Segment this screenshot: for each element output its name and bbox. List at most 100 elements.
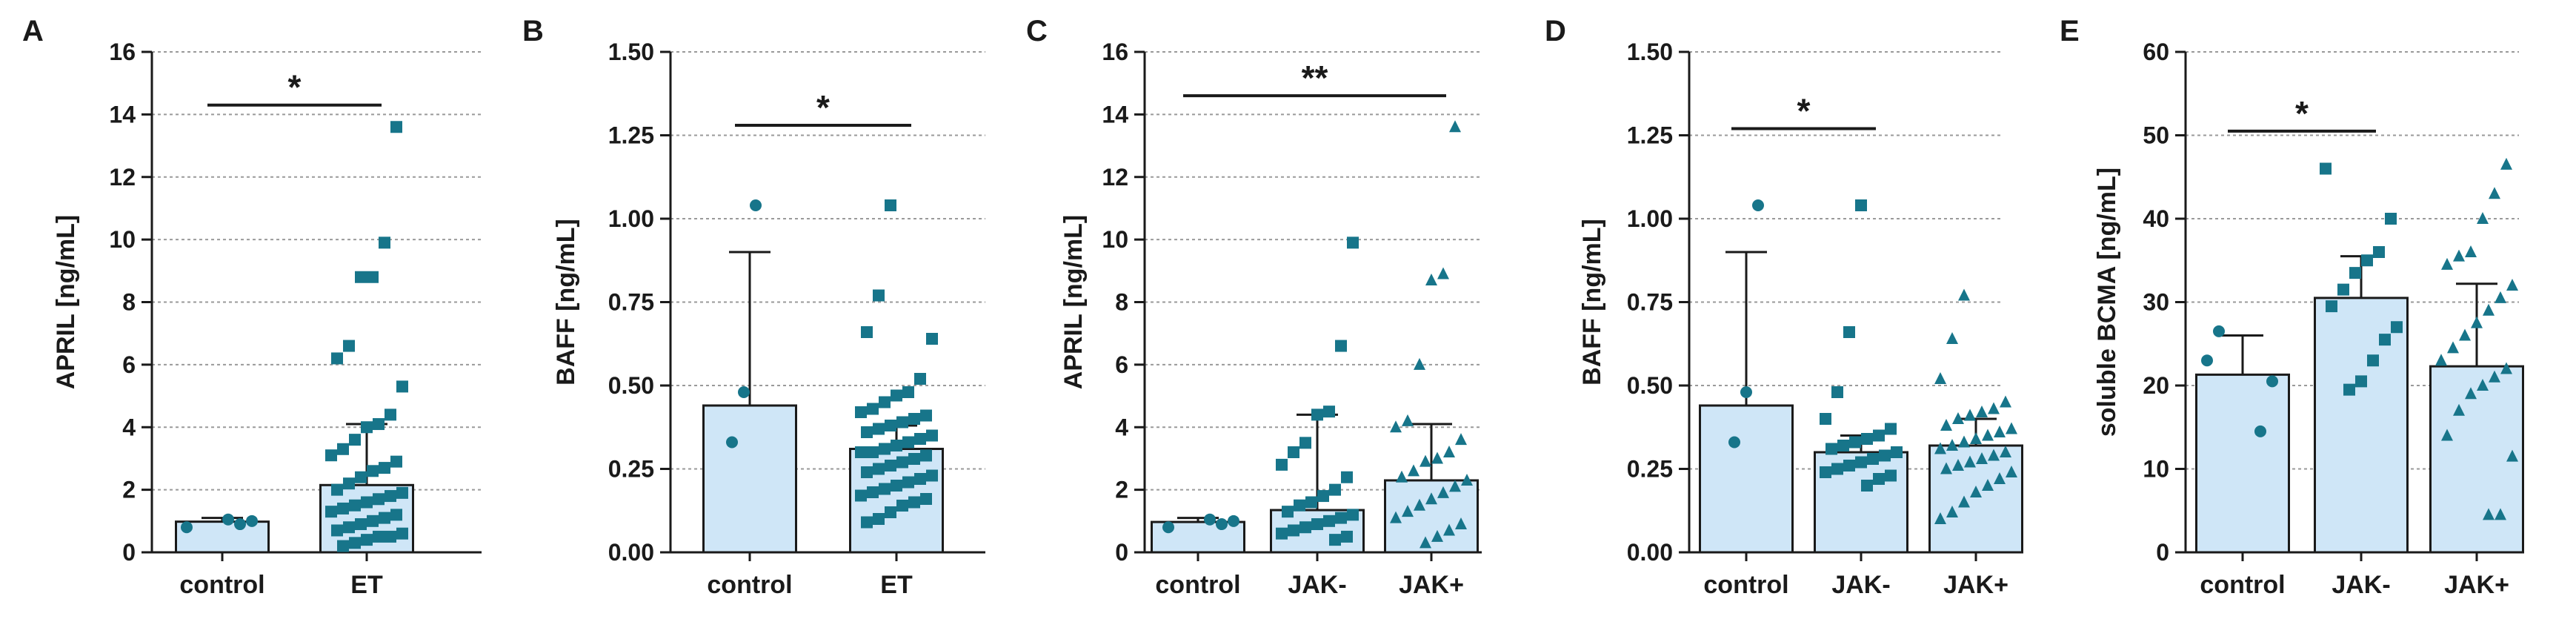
data-point bbox=[1934, 372, 1946, 384]
data-point bbox=[914, 473, 926, 485]
data-point bbox=[738, 386, 750, 398]
y-axis-label: BAFF [ng/mL] bbox=[552, 219, 580, 386]
data-point bbox=[361, 421, 373, 434]
y-tick-label: 10 bbox=[2143, 456, 2169, 483]
y-tick-label: 2 bbox=[122, 477, 136, 503]
significance-label: * bbox=[1797, 92, 1811, 130]
data-point bbox=[908, 453, 920, 465]
y-tick-label: 14 bbox=[109, 101, 136, 128]
y-tick-label: 1.50 bbox=[608, 39, 654, 65]
data-point bbox=[902, 476, 914, 489]
y-tick-label: 6 bbox=[1115, 351, 1128, 378]
data-point bbox=[373, 493, 385, 506]
data-point bbox=[1216, 518, 1228, 531]
data-point bbox=[325, 506, 337, 518]
data-point bbox=[914, 433, 926, 445]
data-point bbox=[2254, 425, 2266, 437]
y-tick-label: 0.00 bbox=[608, 539, 654, 566]
data-point bbox=[926, 333, 938, 345]
category-label: ET bbox=[350, 571, 383, 599]
data-point bbox=[1335, 340, 1347, 352]
data-point bbox=[1335, 512, 1347, 524]
data-point bbox=[1988, 449, 2000, 461]
y-tick-label: 0.00 bbox=[1627, 539, 1673, 566]
data-point bbox=[390, 455, 402, 468]
category-label: control bbox=[2200, 571, 2285, 599]
data-point bbox=[891, 480, 902, 492]
data-point bbox=[2500, 362, 2512, 374]
data-point bbox=[861, 326, 873, 338]
data-point bbox=[1873, 429, 1885, 442]
data-point bbox=[331, 524, 343, 537]
category-label: control bbox=[1155, 571, 1240, 599]
data-point bbox=[873, 463, 885, 475]
data-point bbox=[1964, 408, 1976, 421]
data-point bbox=[1431, 529, 1443, 542]
data-point bbox=[2000, 446, 2011, 457]
data-point bbox=[1861, 480, 1873, 492]
y-axis-label: APRIL [ng/mL] bbox=[1059, 215, 1088, 389]
data-point bbox=[1837, 440, 1849, 451]
bar-jak- bbox=[2314, 297, 2409, 554]
data-point bbox=[926, 429, 938, 442]
category-label: ET bbox=[880, 571, 913, 599]
data-point bbox=[1431, 451, 1443, 464]
data-point bbox=[181, 521, 193, 534]
data-point bbox=[1276, 527, 1288, 540]
bar-control bbox=[702, 404, 797, 554]
data-point bbox=[373, 418, 385, 431]
data-point bbox=[1891, 446, 1903, 458]
data-point bbox=[1952, 459, 1964, 471]
data-point bbox=[385, 530, 396, 543]
data-point bbox=[2337, 283, 2349, 296]
data-point bbox=[855, 406, 867, 418]
y-tick-label: 4 bbox=[122, 414, 136, 440]
data-point bbox=[331, 352, 343, 365]
data-point bbox=[1970, 432, 1982, 444]
data-point bbox=[1204, 513, 1216, 526]
data-point bbox=[385, 408, 396, 421]
data-point bbox=[920, 409, 932, 422]
data-point bbox=[1934, 512, 1946, 524]
data-point bbox=[885, 420, 896, 431]
category-label: JAK- bbox=[1831, 571, 1890, 599]
data-point bbox=[2355, 375, 2367, 388]
data-point bbox=[2500, 157, 2512, 170]
data-point bbox=[1879, 449, 1891, 462]
data-point bbox=[1885, 423, 1897, 435]
data-point bbox=[908, 496, 920, 509]
data-point bbox=[349, 434, 361, 446]
data-point bbox=[1347, 509, 1359, 521]
y-tick-label: 0 bbox=[122, 539, 136, 566]
data-point bbox=[1449, 120, 1461, 133]
bar-jak- bbox=[1384, 479, 1479, 554]
data-point bbox=[355, 518, 367, 531]
data-point bbox=[1946, 332, 1958, 344]
data-point bbox=[879, 483, 891, 495]
data-point bbox=[1946, 506, 1958, 517]
significance-label: * bbox=[288, 68, 302, 107]
data-point bbox=[1347, 236, 1359, 249]
data-point bbox=[1940, 419, 1952, 431]
data-point bbox=[908, 413, 920, 425]
bar-control bbox=[1699, 404, 1794, 554]
data-point bbox=[2506, 449, 2518, 462]
data-point bbox=[1449, 480, 1461, 492]
y-tick-label: 20 bbox=[2143, 372, 2169, 399]
data-point bbox=[1294, 499, 1305, 512]
data-point bbox=[1455, 433, 1467, 446]
data-point bbox=[325, 449, 337, 462]
data-point bbox=[1873, 473, 1885, 485]
data-point bbox=[1396, 470, 1408, 483]
data-point bbox=[2495, 508, 2506, 520]
data-point bbox=[1414, 498, 1425, 511]
data-point bbox=[2373, 246, 2385, 258]
data-point bbox=[855, 489, 867, 502]
data-point bbox=[2471, 316, 2483, 328]
bar-control bbox=[2195, 373, 2290, 554]
data-point bbox=[343, 521, 355, 534]
data-point bbox=[2453, 403, 2465, 416]
data-point bbox=[1299, 521, 1311, 534]
data-point bbox=[379, 512, 390, 524]
data-point bbox=[2489, 370, 2500, 383]
